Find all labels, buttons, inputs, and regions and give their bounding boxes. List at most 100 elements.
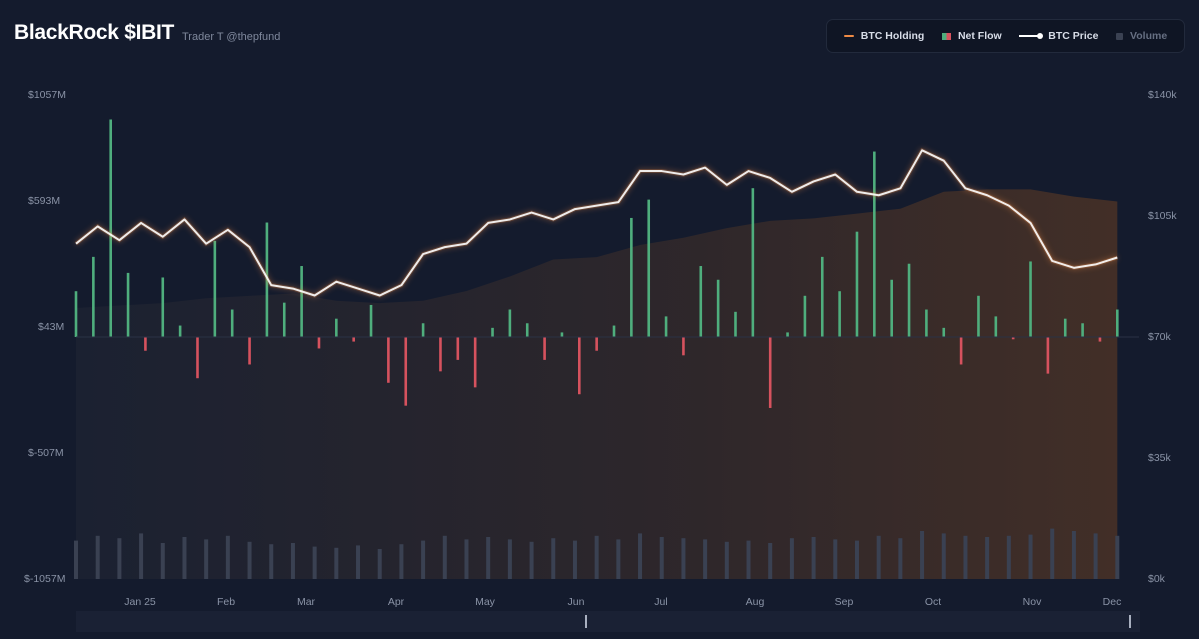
- volume-bar: [833, 539, 838, 579]
- net-flow-bar: [525, 323, 529, 337]
- volume-bar: [551, 538, 556, 579]
- volume-bar: [724, 541, 729, 579]
- volume-bar: [616, 539, 621, 579]
- legend-item-btc-price[interactable]: BTC Price: [1019, 30, 1098, 42]
- volume-bar: [1115, 535, 1120, 579]
- volume-bar: [377, 549, 382, 579]
- volume-bar: [1006, 535, 1011, 579]
- volume-bar: [160, 543, 165, 579]
- volume-bar: [659, 537, 664, 579]
- net-flow-bar: [335, 318, 338, 337]
- net-flow-bar: [664, 316, 668, 337]
- net-flow-bar: [109, 119, 113, 337]
- net-flow-bar: [126, 272, 130, 337]
- volume-bar: [681, 538, 686, 579]
- y-left-tick-4: $-507M: [28, 447, 64, 459]
- range-handle-left[interactable]: [585, 615, 587, 628]
- chart-legend: BTC Holding Net Flow BTC Price Volume: [826, 19, 1185, 53]
- square-swatch-icon: [1116, 32, 1124, 40]
- net-flow-bar: [1046, 337, 1050, 374]
- volume-bar: [507, 539, 512, 579]
- volume-bar: [876, 535, 881, 579]
- net-flow-bars: [74, 119, 1139, 408]
- net-flow-bar: [161, 277, 165, 337]
- btc-price-line-path: [75, 149, 1118, 297]
- y-left-tick-5: $-1057M: [24, 573, 66, 585]
- net-flow-bar: [890, 279, 893, 337]
- net-flow-bar: [595, 337, 598, 351]
- net-flow-bar: [577, 337, 581, 395]
- net-flow-bar: [699, 266, 703, 337]
- net-flow-bar: [630, 217, 633, 337]
- btc-holding-area: [76, 189, 1118, 579]
- range-scrollbar[interactable]: [76, 611, 1140, 632]
- net-flow-bar: [1063, 318, 1067, 337]
- volume-bar: [1093, 533, 1098, 579]
- net-flow-bar: [977, 295, 980, 337]
- volume-bar: [312, 546, 317, 579]
- net-flow-bar: [1011, 337, 1015, 340]
- volume-bar: [334, 547, 339, 579]
- net-flow-bar: [1081, 323, 1084, 337]
- volume-bar: [638, 533, 643, 579]
- net-flow-bar: [1116, 309, 1119, 337]
- volume-bar: [399, 544, 404, 579]
- x-tick-apr: Apr: [387, 596, 405, 608]
- volume-bar: [1028, 534, 1033, 579]
- volume-bar: [768, 543, 773, 579]
- volume-bar: [811, 537, 816, 579]
- net-flow-bar: [352, 337, 355, 342]
- legend-label-net-flow: Net Flow: [957, 30, 1002, 42]
- volume-bar: [529, 541, 534, 579]
- volume-bar: [117, 538, 122, 579]
- line-swatch-orange-icon: [843, 35, 854, 37]
- net-flow-bar: [282, 302, 286, 337]
- legend-label-volume: Volume: [1130, 30, 1168, 42]
- net-flow-bar: [473, 337, 477, 388]
- x-tick-aug: Aug: [745, 596, 765, 608]
- net-flow-bar: [456, 337, 460, 360]
- net-flow-bar: [248, 337, 251, 365]
- volume-bar: [789, 538, 794, 579]
- legend-item-net-flow[interactable]: Net Flow: [941, 30, 1002, 42]
- net-flow-bar: [543, 337, 546, 360]
- y-left-tick-2: $593M: [28, 195, 61, 207]
- legend-label-btc-price: BTC Price: [1048, 30, 1099, 42]
- net-flow-bar: [751, 188, 755, 337]
- range-handle-right[interactable]: [1129, 615, 1131, 628]
- btc-holding-area-path: [76, 189, 1118, 579]
- net-flow-bar: [925, 309, 928, 337]
- net-flow-bar: [491, 327, 494, 337]
- x-tick-nov: Nov: [1022, 596, 1042, 608]
- net-flow-bar: [786, 332, 789, 337]
- line-dot-swatch-icon: [1019, 33, 1044, 39]
- net-flow-bar: [144, 337, 147, 351]
- volume-bar: [421, 540, 426, 579]
- net-flow-bar: [942, 327, 946, 337]
- net-flow-bar: [803, 295, 807, 337]
- volume-bar: [703, 539, 708, 579]
- y-left-tick-1: $1057M: [28, 89, 66, 101]
- net-flow-bar: [404, 337, 408, 406]
- net-flow-bar: [317, 337, 321, 349]
- x-tick-oct: Oct: [924, 596, 942, 608]
- y-right-tick-1: $140k: [1148, 89, 1177, 101]
- net-flow-bar: [1098, 337, 1102, 342]
- volume-bar: [356, 545, 361, 579]
- net-flow-bar: [682, 337, 685, 356]
- volume-bar: [1050, 528, 1055, 579]
- legend-item-btc-holding[interactable]: BTC Holding: [843, 30, 924, 42]
- net-flow-bar: [178, 325, 182, 337]
- bar-swatch-icon: [941, 32, 951, 40]
- net-flow-bar: [196, 337, 199, 379]
- y-left-tick-3: $43M: [38, 321, 65, 333]
- net-flow-bar: [369, 304, 373, 337]
- net-flow-bar: [873, 151, 876, 337]
- x-tick-sep: Sep: [834, 596, 854, 608]
- net-flow-bar: [647, 199, 651, 337]
- btc-price-line: [74, 147, 1118, 298]
- legend-item-volume[interactable]: Volume: [1116, 30, 1167, 42]
- volume-bar: [74, 540, 78, 579]
- volume-bar: [442, 535, 447, 579]
